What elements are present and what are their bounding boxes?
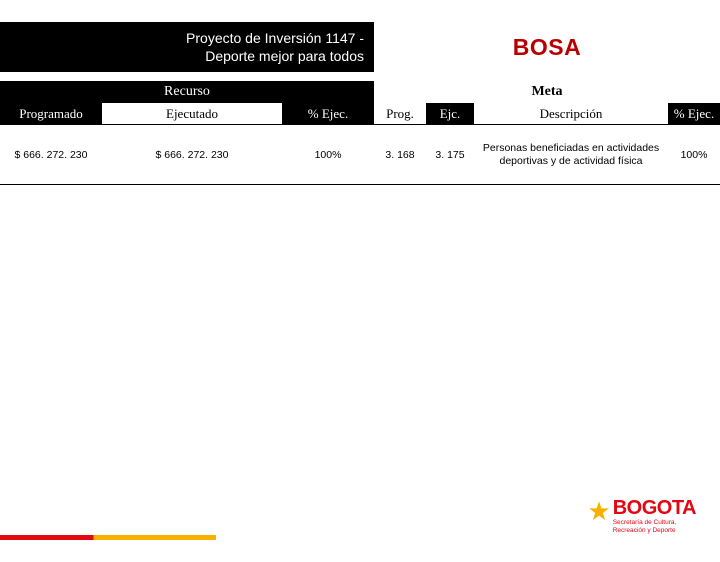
column-header-row: Programado Ejecutado % Ejec. Prog. Ejc. …: [0, 103, 720, 125]
cell-pct-ejec: 100%: [282, 125, 374, 184]
logo-brand: BOGOTA: [613, 498, 696, 518]
recurso-group-header: Recurso: [0, 81, 374, 103]
district-name: BOSA: [513, 34, 581, 61]
project-line-2: Deporte mejor para todos: [205, 47, 364, 65]
cell-meta-desc: Personas beneficiadas en actividades dep…: [474, 125, 668, 184]
col-pct-ejec: % Ejec.: [282, 103, 374, 124]
col-meta-pct-ejec: % Ejec.: [668, 103, 720, 124]
cell-programado: $ 666. 272. 230: [0, 125, 102, 184]
col-meta-ejc: Ejc.: [426, 103, 474, 124]
group-header-row: Recurso Meta: [0, 81, 720, 103]
col-meta-desc: Descripción: [474, 103, 668, 124]
footer-color-stripe: [0, 535, 720, 540]
cell-meta-ejc: 3. 175: [426, 125, 474, 184]
star-icon: ★: [587, 504, 610, 520]
col-programado: Programado: [0, 103, 102, 124]
header-row: Proyecto de Inversión 1147 - Deporte mej…: [0, 22, 720, 72]
logo-sub-1: Secretaría de Cultura,: [613, 519, 677, 526]
logo-sub-2: Recreación y Deporte: [613, 527, 676, 534]
bogota-logo: ★ BOGOTA Secretaría de Cultura, Recreaci…: [587, 498, 696, 534]
cell-meta-prog: 3. 168: [374, 125, 426, 184]
cell-meta-pct-ejec: 100%: [668, 125, 720, 184]
col-meta-prog: Prog.: [374, 103, 426, 124]
meta-group-header: Meta: [374, 81, 720, 103]
col-ejecutado: Ejecutado: [102, 103, 282, 124]
logo-text-block: BOGOTA Secretaría de Cultura, Recreación…: [613, 498, 696, 534]
table-row: $ 666. 272. 230 $ 666. 272. 230 100% 3. …: [0, 125, 720, 185]
district-box: BOSA: [374, 22, 720, 72]
project-title-box: Proyecto de Inversión 1147 - Deporte mej…: [0, 22, 374, 72]
project-line-1: Proyecto de Inversión 1147 -: [186, 29, 364, 47]
cell-ejecutado: $ 666. 272. 230: [102, 125, 282, 184]
